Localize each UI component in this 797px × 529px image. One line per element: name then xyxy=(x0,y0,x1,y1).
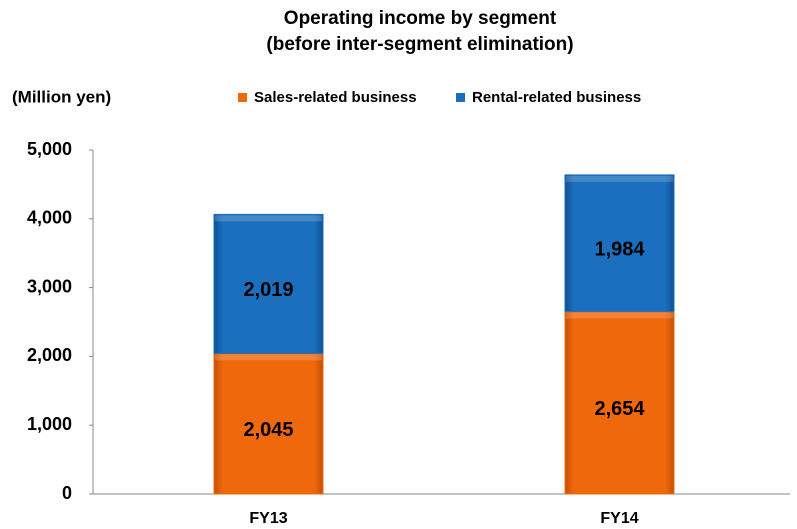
data-label: 2,654 xyxy=(594,398,645,420)
bar-segment xyxy=(564,174,675,312)
legend-swatch xyxy=(456,93,465,102)
x-tick-label: FY14 xyxy=(600,510,638,527)
bar-bevel xyxy=(215,215,322,222)
legend-label: Rental-related business xyxy=(472,89,641,106)
bar-segment xyxy=(213,352,324,495)
data-label: 2,045 xyxy=(243,419,293,441)
y-axis-label: (Million yen) xyxy=(12,87,111,106)
y-tick-label: 2,000 xyxy=(27,345,72,365)
x-tick-label: FY13 xyxy=(249,510,287,527)
legend-swatch xyxy=(238,93,247,102)
y-tick-label: 5,000 xyxy=(27,139,72,159)
y-tick-label: 0 xyxy=(62,483,72,503)
bar-bevel xyxy=(566,312,673,319)
bar-bevel xyxy=(566,175,673,182)
bar-bevel xyxy=(215,354,322,361)
data-label: 2,019 xyxy=(243,279,293,301)
data-label: 1,984 xyxy=(594,238,645,260)
bar-segment xyxy=(564,310,675,495)
chart-subtitle: (before inter-segment elimination) xyxy=(266,34,573,55)
legend-label: Sales-related business xyxy=(254,89,417,106)
bar-segment xyxy=(213,213,324,354)
chart-title: Operating income by segment xyxy=(284,8,557,29)
y-tick-label: 3,000 xyxy=(27,276,72,296)
y-tick-label: 4,000 xyxy=(27,208,72,228)
y-tick-label: 1,000 xyxy=(27,414,72,434)
